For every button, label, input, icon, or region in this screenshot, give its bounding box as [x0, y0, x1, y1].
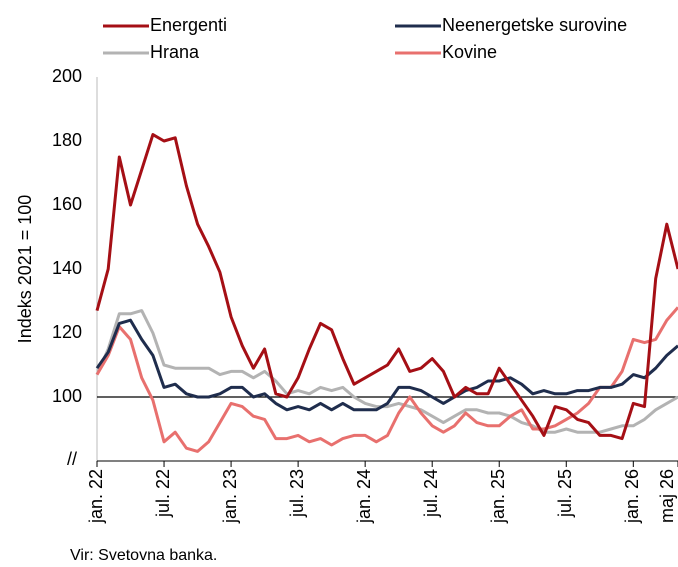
x-tick-label: jan. 26 [622, 469, 642, 524]
y-axis-label: Indeks 2021 = 100 [15, 195, 35, 344]
legend-label: Neenergetske surovine [442, 15, 627, 35]
legend-label: Kovine [442, 42, 497, 62]
y-tick-label: 160 [52, 194, 82, 214]
x-tick-label: jan. 24 [354, 469, 374, 524]
series-line [95, 133, 678, 441]
y-tick-label: 120 [52, 322, 82, 342]
y-tick-label: 200 [52, 66, 82, 86]
x-tick-label: jul. 25 [555, 469, 575, 518]
x-tick-label: jul. 22 [153, 469, 173, 518]
x-tick-label: jul. 23 [287, 469, 307, 518]
legend-label: Hrana [150, 42, 200, 62]
y-tick-label: 180 [52, 130, 82, 150]
x-tick-label: jan. 23 [220, 469, 240, 524]
legend-label: Energenti [150, 15, 227, 35]
y-tick-label: 140 [52, 258, 82, 278]
series-line [95, 318, 678, 412]
axis-break: // [67, 449, 77, 469]
source: Vir: Svetovna banka. [70, 547, 217, 564]
x-tick-label: jan. 25 [488, 469, 508, 524]
y-tick-label: 100 [52, 386, 82, 406]
series-line [95, 306, 678, 453]
series-line [95, 309, 678, 434]
x-tick-label: jan. 22 [86, 469, 106, 524]
x-tick-label: maj 26 [657, 469, 677, 523]
x-tick-label: jul. 24 [421, 469, 441, 518]
